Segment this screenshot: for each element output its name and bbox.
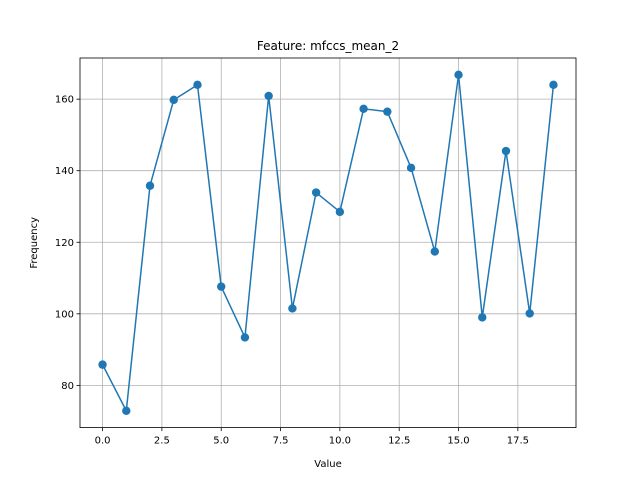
chart-title: Feature: mfccs_mean_2 — [257, 39, 399, 53]
data-point — [98, 360, 107, 369]
data-point — [288, 304, 297, 313]
y-tick-label: 140 — [55, 166, 74, 177]
data-point — [454, 70, 463, 80]
x-tick-label: 2.5 — [154, 436, 170, 447]
y-axis-label: Frequency — [29, 217, 40, 269]
data-point — [264, 91, 273, 101]
x-tick-label: 15.0 — [447, 436, 469, 447]
x-tick-label: 12.5 — [388, 436, 410, 447]
data-point — [501, 146, 511, 156]
x-axis-label: Value — [314, 459, 341, 470]
data-point — [311, 188, 321, 197]
data-point — [145, 181, 155, 190]
data-point — [169, 95, 178, 105]
x-tick-label: 5.0 — [213, 436, 229, 447]
x-tick-label: 7.5 — [273, 436, 289, 447]
x-tick-label: 10.0 — [329, 436, 351, 447]
data-point — [335, 207, 345, 217]
axis-ticks: 0.0 2.5 5.0 7.5 10.0 12.5 15.0 17.5 80 100 120 140 1… — [55, 95, 529, 447]
data-point — [240, 333, 250, 342]
series-line-group — [101, 74, 555, 412]
data-point — [406, 163, 416, 173]
data-point — [478, 313, 487, 322]
data-point — [359, 104, 368, 114]
y-tick-label: 160 — [55, 95, 74, 106]
y-tick-label: 120 — [55, 238, 74, 249]
x-tick-label: 0.0 — [95, 436, 111, 447]
data-point — [383, 107, 392, 116]
x-tick-label: 17.5 — [507, 436, 529, 447]
grid — [80, 58, 576, 428]
data-point — [525, 309, 534, 318]
data-point — [549, 80, 558, 90]
data-points — [98, 70, 558, 415]
plot-area-frame — [79, 57, 577, 429]
data-point — [193, 80, 202, 90]
data-point — [430, 247, 439, 256]
data-point — [217, 282, 226, 291]
series-line — [101, 74, 555, 412]
data-point — [122, 406, 131, 415]
y-tick-label: 80 — [61, 381, 74, 392]
y-tick-label: 100 — [55, 309, 74, 320]
